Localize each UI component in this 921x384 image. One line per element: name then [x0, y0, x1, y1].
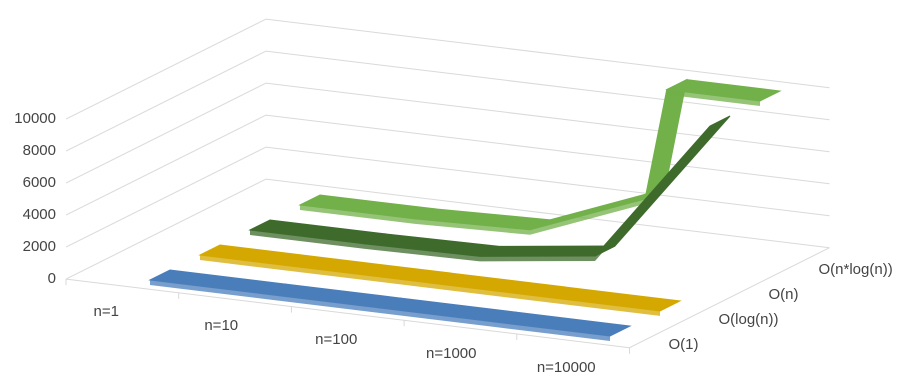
y-tick-label: 4000	[23, 206, 56, 223]
series-label: O(n)	[769, 286, 799, 303]
ribbon-segment	[479, 245, 616, 257]
y-tick-label: 6000	[23, 174, 56, 191]
series-label: O(n*log(n))	[819, 261, 893, 278]
y-tick-label: 8000	[23, 142, 56, 159]
ribbon-segment	[543, 286, 682, 312]
ribbon-segment	[493, 311, 632, 337]
ribbon-edge	[430, 282, 545, 302]
ribbon-edge	[480, 256, 595, 262]
ribbon-edge	[380, 307, 495, 327]
ribbon-edge	[365, 243, 480, 262]
ribbon-edge	[415, 218, 530, 235]
ribbon-segment	[594, 115, 731, 257]
y-tick-label: 0	[48, 270, 56, 287]
x-tick-label: n=10	[204, 317, 238, 334]
ribbon-edge	[265, 293, 380, 313]
ribbon-edge	[495, 321, 610, 341]
ribbon-edge	[315, 268, 430, 288]
grid-line	[65, 50, 830, 152]
grid-line	[65, 82, 830, 184]
series-label: O(log(n))	[719, 311, 779, 328]
ribbon-segment	[665, 79, 782, 102]
x-tick-label: n=1000	[426, 345, 476, 362]
ribbon-edge	[250, 229, 365, 249]
floor-edge	[65, 247, 830, 349]
series-label: O(1)	[669, 336, 699, 353]
grid-line	[65, 114, 830, 216]
x-tick-label: n=100	[315, 331, 357, 348]
ribbon-edge	[150, 279, 265, 299]
ribbon-edge	[545, 296, 660, 316]
grid-line	[65, 18, 830, 120]
y-tick-label: 10000	[14, 110, 56, 127]
x-tick-label: n=10000	[537, 359, 596, 376]
x-tick-label: n=1	[94, 303, 119, 320]
ribbon-edge	[200, 255, 315, 274]
ribbon-edge	[530, 199, 645, 235]
ribbon-edge	[666, 89, 760, 106]
grid-line	[65, 146, 830, 248]
ribbon-edge	[300, 205, 415, 224]
grid-line	[65, 178, 830, 280]
y-tick-label: 2000	[23, 238, 56, 255]
